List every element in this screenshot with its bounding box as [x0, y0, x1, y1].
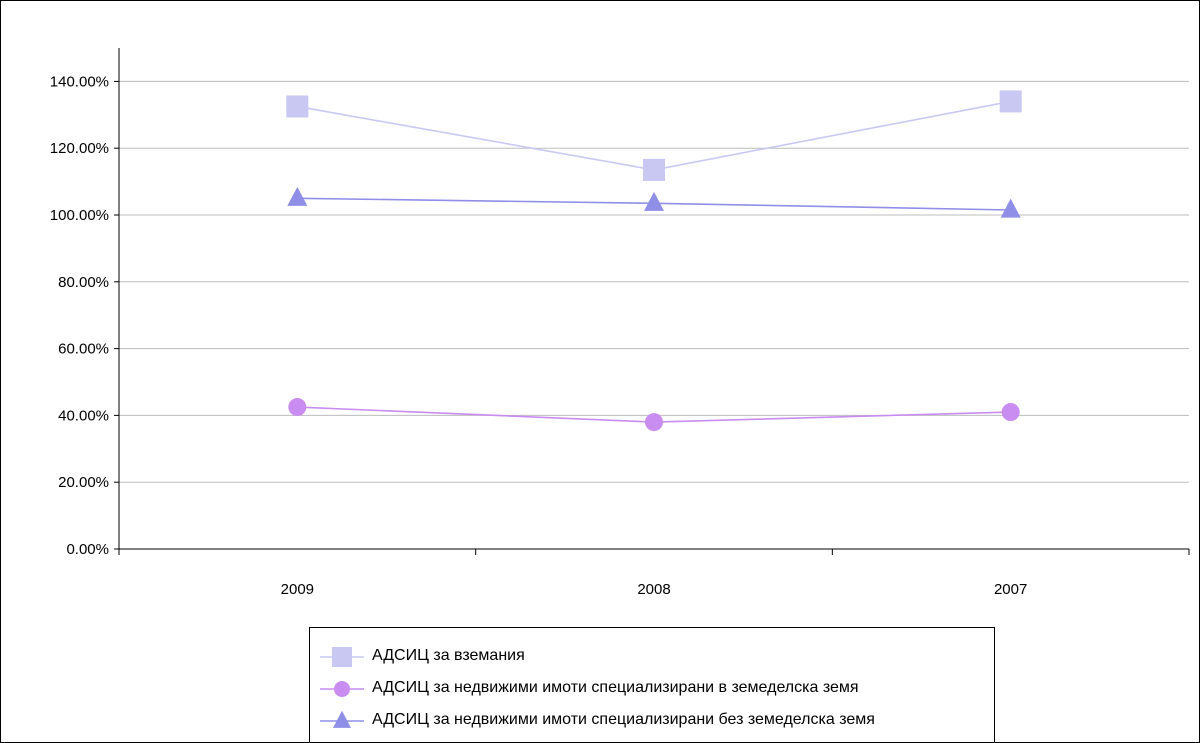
y-axis-tick-labels: 0.00% 20.00% 40.00% 60.00% 80.00% 100.00% 120.…	[50, 73, 109, 558]
data-point-triangle	[1000, 198, 1021, 218]
data-point-circle	[645, 413, 663, 432]
legend: АДСИЦ за вземания АДСИЦ за недвижими имо…	[309, 627, 995, 742]
legend-square-marker-icon	[320, 647, 364, 667]
legend-circle-marker-icon	[320, 681, 364, 697]
data-point-triangle	[333, 710, 351, 728]
data-point-square	[286, 95, 309, 118]
y-tick-label: 80.00%	[58, 274, 109, 291]
series-triangle	[287, 186, 1021, 218]
legend-item-agricultural: АДСИЦ за недвижими имоти специализирани …	[318, 674, 988, 704]
series-lines	[286, 90, 1022, 432]
data-point-square	[332, 647, 352, 667]
data-point-circle	[334, 681, 350, 697]
data-point-triangle	[287, 186, 308, 206]
y-tick-label: 120.00%	[50, 140, 109, 157]
axes	[114, 48, 1190, 555]
legend-triangle-marker-icon	[320, 710, 364, 728]
y-tick-label: 40.00%	[58, 407, 109, 424]
y-tick-label: 100.00%	[50, 207, 109, 224]
x-tick-label: 2007	[994, 581, 1027, 598]
x-axis-tick-labels: 2009 2008 2007	[281, 581, 1028, 598]
legend-label: АДСИЦ за вземания	[372, 647, 525, 664]
y-tick-label: 20.00%	[58, 474, 109, 491]
data-point-circle	[288, 398, 307, 417]
series-square	[286, 90, 1022, 181]
data-point-circle	[1001, 403, 1020, 422]
legend-item-non-agricultural: АДСИЦ за недвижими имоти специализирани …	[318, 706, 988, 736]
legend-item-receivables: АДСИЦ за вземания	[318, 642, 988, 672]
series-circle	[288, 398, 1020, 432]
y-tick-label: 0.00%	[66, 541, 109, 558]
data-point-square	[643, 158, 665, 181]
legend-label: АДСИЦ за недвижими имоти специализирани …	[372, 679, 859, 696]
x-tick-label: 2008	[637, 581, 670, 598]
y-tick-label: 60.00%	[58, 341, 109, 358]
legend-label: АДСИЦ за недвижими имоти специализирани …	[372, 711, 875, 728]
data-point-triangle	[644, 191, 664, 211]
x-tick-label: 2009	[281, 581, 314, 598]
y-tick-label: 140.00%	[50, 73, 109, 90]
data-point-square	[999, 90, 1022, 113]
